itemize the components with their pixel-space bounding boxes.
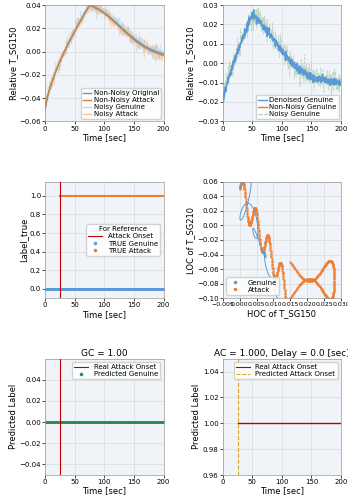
Y-axis label: Predicted Label: Predicted Label [9,384,18,450]
Title: AC = 1.000, Delay = 0.0 [sec]: AC = 1.000, Delay = 0.0 [sec] [214,349,348,358]
Legend: Attack Onset, TRUE Genuine, TRUE Attack: Attack Onset, TRUE Genuine, TRUE Attack [86,224,160,256]
X-axis label: Time [sec]: Time [sec] [82,133,126,142]
Y-axis label: LOC of T_SG210: LOC of T_SG210 [187,206,196,274]
X-axis label: Time [sec]: Time [sec] [260,133,304,142]
Legend: Real Attack Onset, Predicted Genuine: Real Attack Onset, Predicted Genuine [72,362,160,380]
Legend: Genuine, Attack: Genuine, Attack [226,278,279,294]
X-axis label: Time [sec]: Time [sec] [82,310,126,318]
X-axis label: Time [sec]: Time [sec] [82,486,126,496]
Y-axis label: Relative T_SG150: Relative T_SG150 [9,26,18,100]
Y-axis label: Relative T_SG210: Relative T_SG210 [187,26,196,100]
Legend: Real Attack Onset, Predicted Attack Onset: Real Attack Onset, Predicted Attack Onse… [234,362,338,380]
Legend: Non-Noisy Original, Non-Noisy Attack, Noisy Genuine, Noisy Attack: Non-Noisy Original, Non-Noisy Attack, No… [81,88,161,120]
Y-axis label: Predicted Label: Predicted Label [192,384,201,450]
Y-axis label: Label_true: Label_true [19,218,29,262]
Legend: Denoised Genuine, Non-Noisy Genuine, Noisy Genuine: Denoised Genuine, Non-Noisy Genuine, Noi… [256,95,339,120]
X-axis label: Time [sec]: Time [sec] [260,486,304,496]
Title: GC = 1.00: GC = 1.00 [81,349,128,358]
X-axis label: HOC of T_SG150: HOC of T_SG150 [247,308,316,318]
